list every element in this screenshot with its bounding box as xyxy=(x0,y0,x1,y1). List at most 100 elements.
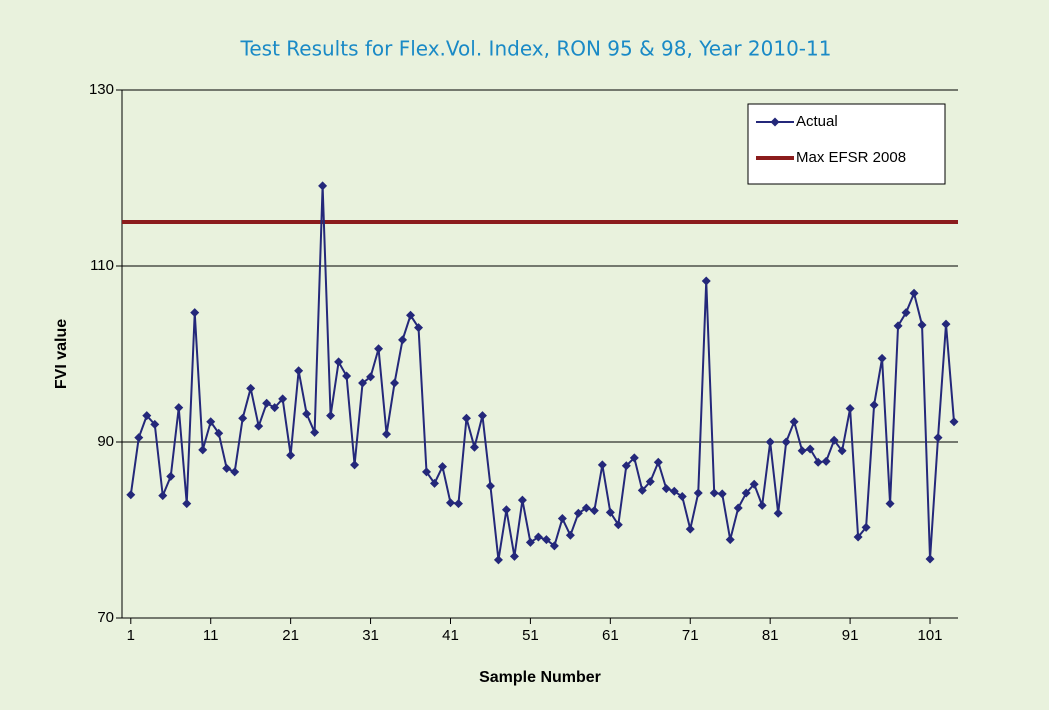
chart-title: Test Results for Flex.Vol. Index, RON 95… xyxy=(240,37,832,61)
data-point xyxy=(733,503,743,513)
data-point xyxy=(909,288,919,298)
data-point xyxy=(605,507,615,517)
data-point xyxy=(302,409,312,419)
data-point xyxy=(485,481,495,491)
data-point xyxy=(669,486,679,496)
data-point xyxy=(414,323,424,333)
data-point xyxy=(637,485,647,495)
data-point xyxy=(869,400,879,410)
legend-label: Actual xyxy=(796,113,838,130)
data-point xyxy=(789,417,799,427)
y-tick-label: 110 xyxy=(90,257,114,274)
data-point xyxy=(853,532,863,542)
legend-box xyxy=(747,103,946,185)
data-point xyxy=(262,398,272,408)
data-point xyxy=(829,435,839,445)
data-point xyxy=(893,321,903,331)
x-tick-label: 11 xyxy=(203,627,219,644)
legend-label: Max EFSR 2008 xyxy=(796,149,906,166)
y-tick-label: 70 xyxy=(97,609,114,626)
data-point xyxy=(741,488,751,498)
data-point xyxy=(885,499,895,509)
x-tick-label: 101 xyxy=(918,627,943,644)
data-point xyxy=(781,437,791,447)
data-point xyxy=(318,181,328,191)
data-point xyxy=(166,471,176,481)
data-point xyxy=(813,457,823,467)
data-point xyxy=(358,378,368,388)
data-point xyxy=(134,433,144,443)
data-point xyxy=(725,535,735,545)
x-tick-label: 31 xyxy=(362,627,379,644)
data-point xyxy=(861,522,871,532)
x-tick-label: 21 xyxy=(282,627,299,644)
data-point xyxy=(150,419,160,429)
x-tick-label: 51 xyxy=(522,627,539,644)
data-point xyxy=(278,394,288,404)
data-point xyxy=(430,478,440,488)
data-point xyxy=(406,310,416,320)
data-point xyxy=(214,428,224,438)
data-point xyxy=(366,372,376,382)
data-point xyxy=(182,499,192,509)
data-point xyxy=(398,335,408,345)
data-point xyxy=(549,541,559,551)
data-point xyxy=(198,445,208,455)
data-point xyxy=(757,500,767,510)
data-point xyxy=(877,353,887,363)
data-point xyxy=(509,551,519,561)
data-point xyxy=(821,456,831,466)
data-point xyxy=(190,308,200,318)
data-point xyxy=(374,344,384,354)
data-point xyxy=(573,508,583,518)
data-point xyxy=(477,411,487,421)
data-point xyxy=(286,450,296,460)
data-point xyxy=(613,520,623,530)
data-point xyxy=(621,461,631,471)
x-tick-label: 41 xyxy=(442,627,459,644)
legend-marker xyxy=(770,117,780,127)
x-tick-label: 1 xyxy=(127,627,135,644)
data-point xyxy=(469,442,479,452)
data-point xyxy=(797,446,807,456)
data-point xyxy=(270,403,280,413)
data-point xyxy=(941,319,951,329)
data-point xyxy=(693,488,703,498)
data-point xyxy=(453,499,463,509)
x-tick-label: 91 xyxy=(842,627,859,644)
data-point xyxy=(581,503,591,513)
x-tick-label: 61 xyxy=(602,627,619,644)
data-point xyxy=(246,383,256,393)
data-point xyxy=(334,357,344,367)
legend: Actual Max EFSR 2008 xyxy=(747,103,946,185)
data-point xyxy=(597,460,607,470)
data-point xyxy=(717,489,727,499)
data-point xyxy=(709,488,719,498)
data-point xyxy=(222,463,232,473)
data-point xyxy=(382,429,392,439)
data-point xyxy=(326,411,336,421)
y-tick-label: 130 xyxy=(89,81,114,98)
data-point xyxy=(541,535,551,545)
data-point xyxy=(158,491,168,501)
data-point xyxy=(126,490,136,500)
data-point xyxy=(437,462,447,472)
data-point xyxy=(461,413,471,423)
data-point xyxy=(685,524,695,534)
data-point xyxy=(501,505,511,515)
x-axis-title: Sample Number xyxy=(479,669,601,686)
x-tick-label: 71 xyxy=(682,627,699,644)
data-point xyxy=(557,514,567,524)
data-point xyxy=(589,506,599,516)
data-point xyxy=(661,484,671,494)
data-point xyxy=(238,413,248,423)
data-point xyxy=(533,532,543,542)
data-point xyxy=(773,508,783,518)
x-tick-label: 81 xyxy=(762,627,779,644)
data-point xyxy=(310,427,320,437)
data-point xyxy=(949,417,959,427)
data-point xyxy=(701,276,711,286)
data-point xyxy=(350,460,360,470)
